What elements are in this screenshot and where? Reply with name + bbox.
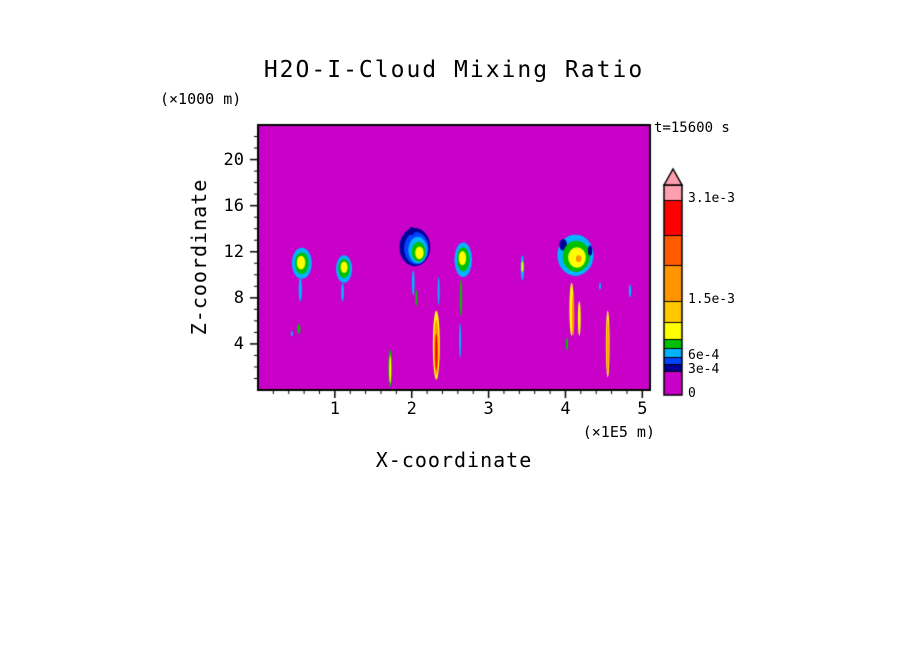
colorbar-label: 1.5e-3 [688,292,735,307]
colorbar-label: 3e-4 [688,362,720,377]
x-axis-tick-label: 2 [406,399,417,419]
z-axis-tick-label: 8 [233,287,244,308]
colorbar-label: 3.1e-3 [688,191,735,206]
x-axis-unit-label: (×1E5 m) [582,423,655,441]
z-axis-unit-label: (×1000 m) [160,90,242,108]
x-axis-tick-label: 1 [329,399,340,419]
z-axis-tick-label: 12 [223,241,244,262]
time-annotation: t=15600 s [654,120,730,136]
z-axis-tick-label: 16 [223,195,244,216]
colorbar-label: 0 [688,386,696,401]
x-axis-tick-label: 3 [483,399,494,419]
z-axis-tick-label: 4 [233,333,244,354]
colorbar-label: 6e-4 [688,348,720,363]
plot-title: H2O-I-Cloud Mixing Ratio [263,57,645,83]
z-axis-tick-label: 20 [223,149,244,170]
x-axis-tick-label: 4 [560,399,571,419]
x-axis-title: X-coordinate [375,448,533,472]
x-axis-tick-label: 5 [637,399,648,419]
